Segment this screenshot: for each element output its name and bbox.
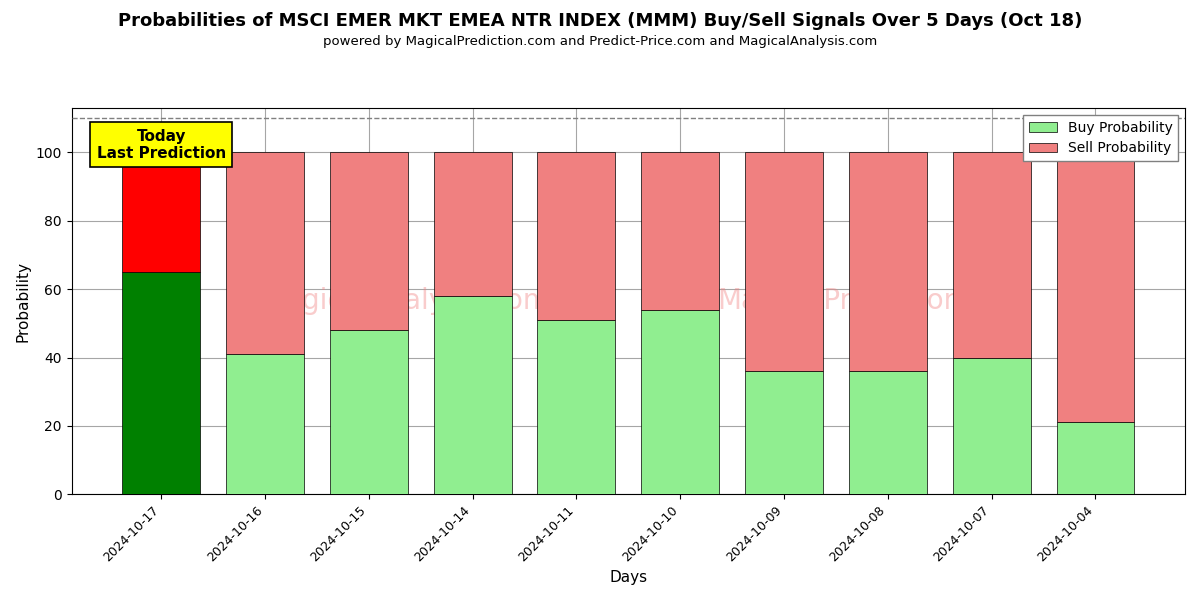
Bar (953, 152, 1031, 358)
X-axis label: Days: Days (610, 570, 647, 585)
Legend: Buy Probability, Sell Probability: Buy Probability, Sell Probability (1024, 115, 1178, 161)
Text: Probabilities of MSCI EMER MKT EMEA NTR INDEX (MMM) Buy/Sell Signals Over 5 Days: Probabilities of MSCI EMER MKT EMEA NTR … (118, 12, 1082, 30)
Bar (1056, 422, 1134, 494)
Bar (330, 152, 408, 330)
Bar (745, 152, 823, 371)
Text: MagicalPrediction.com: MagicalPrediction.com (718, 287, 1030, 315)
Bar (122, 272, 200, 494)
Bar (538, 320, 616, 494)
Bar (745, 371, 823, 494)
Y-axis label: Probability: Probability (16, 260, 30, 341)
Text: Today
Last Prediction: Today Last Prediction (96, 128, 226, 161)
Bar (641, 152, 719, 310)
Bar (433, 152, 511, 296)
Bar (122, 152, 200, 272)
Bar (433, 296, 511, 494)
Bar (538, 152, 616, 320)
Bar (848, 152, 926, 371)
Bar (226, 354, 304, 494)
Text: powered by MagicalPrediction.com and Predict-Price.com and MagicalAnalysis.com: powered by MagicalPrediction.com and Pre… (323, 35, 877, 48)
Text: MagicalAnalysis.com: MagicalAnalysis.com (262, 287, 550, 315)
Bar (641, 310, 719, 494)
Bar (848, 371, 926, 494)
Bar (953, 358, 1031, 494)
Bar (1056, 152, 1134, 422)
Bar (330, 330, 408, 494)
Bar (226, 152, 304, 354)
